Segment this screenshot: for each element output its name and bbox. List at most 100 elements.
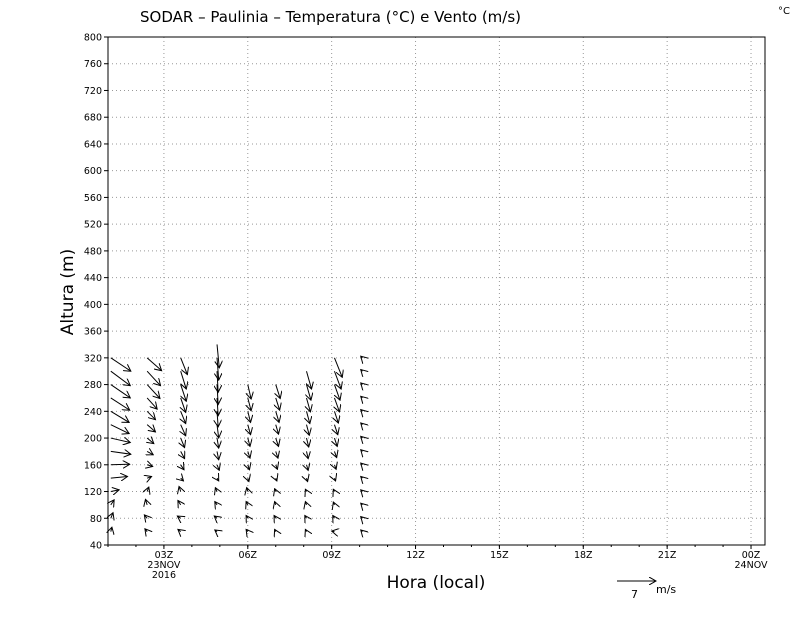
wind-vector [145,499,147,505]
wind-vector [334,424,337,435]
wind-vector [334,397,339,412]
wind-vector [248,384,251,399]
wind-vector [217,344,219,367]
wind-vector [276,411,279,422]
wind-vector [361,476,363,478]
wind-vector [247,488,248,492]
y-tick-label: 120 [84,487,102,498]
x-tick-label: 15Z [490,550,509,561]
chart-title: SODAR – Paulinia – Temperatura (°C) e Ve… [140,8,521,26]
wind-vector [110,464,130,465]
wind-vector [180,357,188,375]
wind-vector [333,357,342,378]
y-tick-label: 320 [84,353,102,364]
wind-vector [361,450,363,452]
wind-vector [276,451,278,458]
y-tick-label: 240 [84,407,102,418]
wind-vector [334,478,335,481]
x-tick-label: 06Z [238,550,257,561]
wind-vector [361,410,363,412]
wind-vector [178,529,181,531]
y-tick-label: 200 [84,434,102,445]
wind-vector [333,371,341,389]
wind-vector [180,371,187,389]
wind-vector [110,357,131,371]
wind-vector [146,384,160,399]
wind-vector [276,465,278,469]
reference-vector: 7 m/s [617,581,676,601]
wind-vector [361,356,363,358]
wind-vector [248,437,250,446]
wind-vector [248,478,249,481]
wind-vector [146,424,155,432]
reference-speed: 7 [631,588,638,601]
x-tick-label: 12Z [406,550,425,561]
y-tick-label: 520 [84,220,102,231]
wind-vector [361,517,363,519]
wind-vector [275,502,276,505]
wind-vector [146,410,155,419]
y-tick-label: 640 [84,139,102,150]
wind-vector [111,527,112,531]
wind-vector [361,423,363,425]
wind-vector [110,424,129,434]
x-tick-date: 2016 [152,570,176,581]
wind-vector [111,500,114,505]
wind-vector [276,478,277,481]
wind-vector [178,500,181,504]
wind-vector [110,438,131,442]
wind-vector [306,437,308,447]
wind-vector [361,396,363,398]
wind-vector [217,357,219,380]
wind-vector [214,516,217,518]
grid-lines [108,37,765,545]
wind-vector [306,384,310,401]
wind-vector [217,371,218,392]
x-tick-label: 00Z [742,550,761,561]
x-tick-date: 23NOV [147,560,181,571]
y-tick-label: 280 [84,380,102,391]
wind-vector [181,437,185,447]
wind-vector [306,478,307,481]
wind-vector [217,465,219,471]
wind-vector [361,463,363,465]
wind-vector [275,529,276,531]
wind-vector [180,384,187,402]
wind-vector [110,410,129,422]
y-tick-label: 80 [90,514,102,525]
wind-vector [306,424,309,436]
wind-vector [361,530,363,532]
wind-vector [333,502,334,505]
wind-vector [306,451,308,458]
x-axis-label: Hora (local) [387,573,486,593]
wind-vector [217,411,218,427]
wind-vectors [111,344,363,531]
y-tick-label: 440 [84,273,102,284]
x-tick-label: 18Z [574,550,593,561]
wind-vector [361,503,363,505]
wind-vector [361,370,363,372]
y-tick-label: 800 [84,33,102,44]
wind-vector [306,371,311,389]
wind-vector [110,370,131,385]
y-tick-label: 400 [84,300,102,311]
wind-vector [248,424,251,435]
wind-vector [276,437,279,446]
wind-vector [110,384,131,398]
wind-vector [334,411,338,423]
wind-vector [181,465,184,470]
wind-vector [305,502,306,505]
wind-vector [248,451,250,458]
wind-vector [305,529,306,531]
wind-vector [217,397,218,416]
wind-vector [248,411,251,422]
wind-vector [306,411,309,423]
wind-vector [361,436,363,438]
wind-vector [246,529,248,531]
y-tick-label: 480 [84,246,102,257]
wind-vector [146,397,157,409]
wind-vector [181,451,185,458]
wind-vector [217,478,219,481]
